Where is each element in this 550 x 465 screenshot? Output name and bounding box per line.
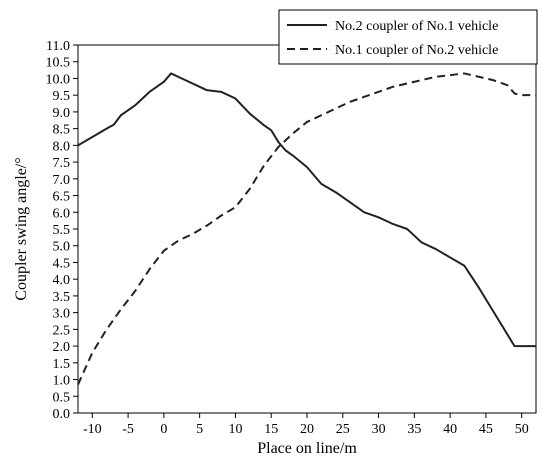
y-tick-label: 5.5 — [53, 223, 71, 238]
legend-label-no2-coupler-no1-vehicle: No.2 coupler of No.1 vehicle — [335, 19, 498, 34]
y-tick-label: 10.5 — [46, 56, 71, 71]
y-tick-label: 9.0 — [53, 106, 71, 121]
x-tick-label: -5 — [122, 422, 134, 437]
y-tick-label: 6.0 — [53, 206, 71, 221]
y-tick-label: 0.5 — [53, 390, 71, 405]
x-tick-label: 30 — [372, 422, 386, 437]
y-tick-label: 8.5 — [53, 123, 71, 138]
y-tick-label: 4.0 — [53, 273, 71, 288]
plot-area-frame — [77, 44, 537, 414]
x-tick-label: 35 — [407, 422, 421, 437]
y-tick-label: 3.5 — [53, 290, 71, 305]
y-axis-title: Coupler swing angle/° — [13, 157, 30, 300]
series-line-no1-coupler-no2-vehicle — [77, 72, 536, 385]
y-tick-label: 10.0 — [46, 72, 71, 87]
x-tick-label: 20 — [300, 422, 314, 437]
x-tick-label: 40 — [443, 422, 457, 437]
y-tick-label: 11.0 — [46, 39, 70, 54]
y-tick-label: 7.0 — [53, 173, 71, 188]
y-tick-label: 9.5 — [53, 89, 71, 104]
y-tick-label: 7.5 — [53, 156, 71, 171]
y-tick-label: 5.0 — [53, 240, 71, 255]
x-axis-title: Place on line/m — [257, 440, 357, 457]
y-tick-label: 0.0 — [53, 407, 71, 422]
x-tick-label: 45 — [479, 422, 493, 437]
y-tick-label: 2.5 — [53, 323, 71, 338]
x-tick-label: 10 — [228, 422, 242, 437]
y-tick-label: 4.5 — [53, 256, 71, 271]
y-tick-label: 3.0 — [53, 307, 71, 322]
x-tick-label: 0 — [160, 422, 167, 437]
x-tick-label: 25 — [336, 422, 350, 437]
y-tick-label: 8.0 — [53, 139, 71, 154]
legend-box — [278, 9, 538, 65]
y-tick-label: 6.5 — [53, 190, 71, 205]
x-tick-label: 5 — [196, 422, 203, 437]
series-line-no2-coupler-no1-vehicle — [77, 72, 536, 348]
legend-label-no1-coupler-no2-vehicle: No.1 coupler of No.2 vehicle — [335, 43, 498, 58]
x-tick-label: -10 — [83, 422, 102, 437]
y-tick-label: 1.5 — [53, 357, 71, 372]
x-tick-label: 15 — [264, 422, 278, 437]
y-tick-label: 2.0 — [53, 340, 71, 355]
x-tick-label: 50 — [515, 422, 529, 437]
y-tick-label: 1.0 — [53, 374, 71, 389]
